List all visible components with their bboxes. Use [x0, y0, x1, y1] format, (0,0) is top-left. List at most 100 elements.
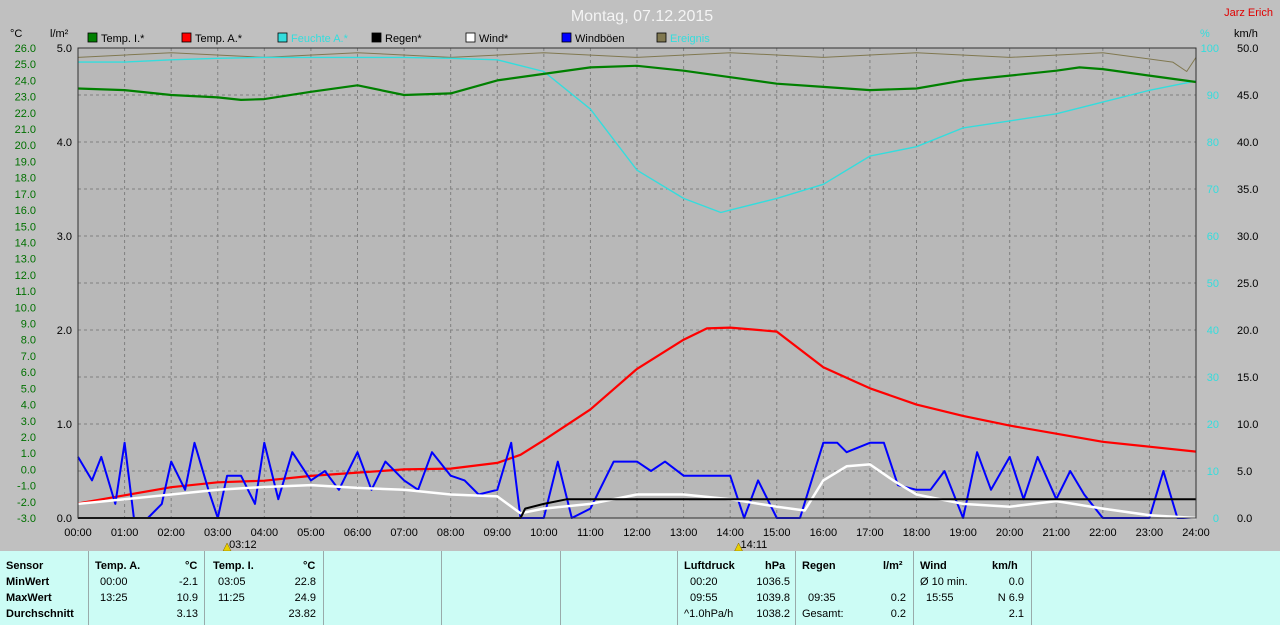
rain-max-val: 0.2: [890, 592, 906, 604]
pressure-unit: hPa: [765, 560, 786, 572]
lightning-marker-icon: [222, 542, 232, 551]
wind-tick-label: 25.0: [1237, 278, 1258, 290]
series-line: [77, 441, 1196, 519]
humidity-tick-label: 10: [1207, 466, 1219, 478]
rain-tick-label: 0.0: [57, 513, 72, 525]
axes-group: 00:00 01:00 02:00 03:00 04:00 05:00 06:00 07:00…: [10, 28, 1258, 551]
temp-a-unit: °C: [185, 560, 198, 572]
humidity-tick-label: 20: [1207, 419, 1219, 431]
rain-header: Regen: [802, 560, 836, 572]
temp-i-min-val: 22.8: [294, 576, 316, 588]
humidity-tick-label: 40: [1207, 325, 1219, 337]
temp-tick-label: 17.0: [15, 189, 36, 201]
wind-tick-label: 50.0: [1237, 43, 1258, 55]
wind-tick-label: 30.0: [1237, 231, 1258, 243]
temp-tick-label: 13.0: [15, 254, 36, 266]
durchschnitt-label: Durchschnitt: [6, 608, 74, 620]
pressure-max-val: 1039.8: [756, 592, 790, 604]
wind-unit: km/h: [992, 560, 1018, 572]
temp-a-min-val: -2.1: [179, 576, 198, 588]
temp-i-min-time: 03:05: [218, 576, 246, 588]
temp-tick-label: 3.0: [21, 416, 36, 428]
x-tick-label: 22:00: [1089, 527, 1117, 539]
temp-tick-label: -1.0: [17, 481, 36, 493]
legend-swatch: [181, 32, 192, 43]
temp-tick-label: 9.0: [21, 319, 36, 331]
legend-label: Feuchte A.*: [291, 33, 349, 45]
temp-i-max-time: 11:25: [218, 592, 245, 604]
author-label: Jarz Erich: [1224, 7, 1273, 19]
pressure-trend: ^1.0hPa/h: [684, 608, 734, 620]
weather-chart: 00:00 01:00 02:00 03:00 04:00 05:00 06:00 07:00…: [10, 7, 1273, 551]
wind-tick-label: 10.0: [1237, 419, 1258, 431]
temp-tick-label: -3.0: [17, 513, 36, 525]
temp-tick-label: 1.0: [21, 448, 36, 460]
x-tick-label: 11:00: [577, 527, 604, 539]
temp-tick-label: 21.0: [15, 124, 36, 136]
wind-10min-val: 0.0: [1008, 576, 1024, 588]
temp-tick-label: 11.0: [15, 286, 36, 298]
wind-tick-label: 40.0: [1237, 137, 1258, 149]
temp-tick-label: 16.0: [15, 205, 36, 217]
humidity-tick-label: 70: [1207, 184, 1219, 196]
wind-tick-label: 0.0: [1237, 513, 1252, 525]
wind-avg: 2.1: [1008, 608, 1024, 620]
x-tick-label: 06:00: [344, 527, 372, 539]
humidity-tick-label: 0: [1213, 513, 1219, 525]
x-tick-label: 08:00: [437, 527, 465, 539]
legend-label: Windböen: [575, 33, 625, 45]
temp-tick-label: 6.0: [21, 367, 36, 379]
x-tick-label: 04:00: [251, 527, 279, 539]
temp-tick-label: 4.0: [21, 400, 36, 412]
grid: [78, 48, 1196, 518]
marker-time-label: 14:11: [741, 539, 768, 551]
temp-unit-label: °C: [10, 28, 22, 40]
x-tick-label: 15:00: [763, 527, 791, 539]
wind-tick-label: 45.0: [1237, 90, 1258, 102]
series-line: [77, 326, 1197, 505]
minwert-label: MinWert: [6, 576, 50, 588]
temp-tick-label: 19.0: [15, 156, 36, 168]
wind-10min-label: Ø 10 min.: [920, 576, 968, 588]
rain-unit: l/m²: [883, 560, 903, 572]
temp-tick-label: 25.0: [15, 59, 36, 71]
wind-max-val: N 6.9: [997, 592, 1024, 604]
rain-tick-label: 1.0: [57, 419, 72, 431]
temp-a-header: Temp. A.: [95, 560, 141, 572]
humidity-tick-label: 100: [1201, 43, 1219, 55]
rain-total: 0.2: [890, 608, 906, 620]
temp-a-avg: 3.13: [176, 608, 198, 620]
temp-tick-label: 2.0: [21, 432, 36, 444]
rain-tick-label: 2.0: [57, 325, 72, 337]
x-tick-label: 13:00: [670, 527, 698, 539]
stats-panel: Sensor MinWert MaxWert Durchschnitt Temp…: [0, 551, 1280, 625]
chart-title: Montag, 07.12.2015: [571, 8, 713, 25]
x-tick-label: 02:00: [157, 527, 185, 539]
temp-tick-label: 15.0: [15, 221, 36, 233]
series-line: [78, 56, 1197, 214]
legend-swatch: [656, 32, 667, 43]
pressure-max-time: 09:55: [690, 592, 718, 604]
sensor-header: Sensor: [6, 560, 44, 572]
x-tick-label: 19:00: [949, 527, 977, 539]
x-tick-label: 03:00: [204, 527, 232, 539]
x-tick-label: 07:00: [390, 527, 418, 539]
x-tick-label: 05:00: [297, 527, 325, 539]
rain-total-label: Gesamt:: [802, 608, 844, 620]
x-tick-label: 01:00: [111, 527, 139, 539]
wind-tick-label: 5.0: [1237, 466, 1252, 478]
series-line: [77, 52, 1197, 72]
temp-i-header: Temp. I.: [213, 560, 254, 572]
legend-swatch: [277, 32, 288, 43]
x-tick-label: 09:00: [483, 527, 511, 539]
wind-header: Wind: [920, 560, 947, 572]
temp-tick-label: 18.0: [15, 173, 36, 185]
temp-tick-label: 10.0: [15, 302, 36, 314]
humidity-unit-label: %: [1200, 28, 1210, 40]
humidity-tick-label: 60: [1207, 231, 1219, 243]
temp-tick-label: 7.0: [21, 351, 36, 363]
humidity-tick-label: 50: [1207, 278, 1219, 290]
temp-tick-label: -2.0: [17, 497, 36, 509]
legend-swatch: [371, 32, 382, 43]
legend: Temp. I.* Temp. A.* Feuchte A.* Regen* Wind*…: [87, 32, 710, 45]
